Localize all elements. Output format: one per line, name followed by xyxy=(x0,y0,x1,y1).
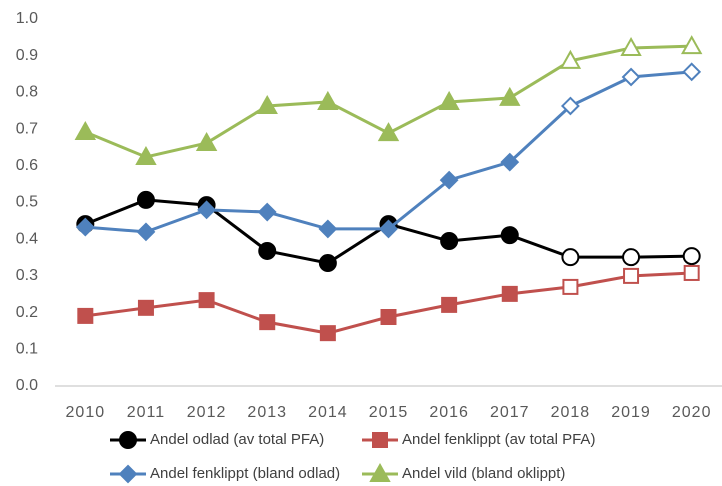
marker xyxy=(440,232,459,251)
y-tick-label: 0.0 xyxy=(16,377,38,394)
x-tick-label: 2014 xyxy=(308,404,348,421)
marker xyxy=(77,307,94,324)
marker xyxy=(74,120,97,141)
marker xyxy=(621,67,641,87)
x-tick-label: 2010 xyxy=(66,404,106,421)
marker xyxy=(135,145,157,165)
marker xyxy=(438,90,460,110)
x-tick-label: 2018 xyxy=(551,404,591,421)
y-tick-label: 0.8 xyxy=(16,84,38,101)
marker xyxy=(559,49,582,69)
marker xyxy=(258,241,277,260)
marker xyxy=(441,296,458,313)
marker xyxy=(682,62,702,82)
marker xyxy=(561,248,580,267)
x-tick-label: 2019 xyxy=(611,404,651,421)
x-tick-label: 2013 xyxy=(247,404,287,421)
marker xyxy=(137,299,154,316)
x-tick-label: 2016 xyxy=(429,404,469,421)
marker xyxy=(620,36,642,56)
y-tick-label: 0.7 xyxy=(16,120,38,137)
legend-label: Andel odlad (av total PFA) xyxy=(150,431,324,448)
y-tick-label: 0.9 xyxy=(16,47,38,64)
x-tick-label: 2012 xyxy=(187,404,227,421)
y-tick-label: 0.3 xyxy=(16,267,38,284)
legend-label: Andel fenklippt (av total PFA) xyxy=(402,431,595,448)
marker xyxy=(499,86,521,106)
x-tick-label: 2017 xyxy=(490,404,530,421)
y-tick-label: 0.6 xyxy=(16,157,38,174)
legend-marker xyxy=(119,431,137,449)
marker xyxy=(317,90,339,110)
marker xyxy=(683,264,700,281)
marker xyxy=(256,94,278,114)
marker xyxy=(198,292,215,309)
legend-marker xyxy=(372,432,388,448)
marker xyxy=(500,226,519,245)
marker xyxy=(380,309,397,326)
y-tick-label: 0.5 xyxy=(16,194,38,211)
x-tick-label: 2011 xyxy=(127,404,165,421)
marker xyxy=(195,132,218,152)
marker xyxy=(319,325,336,342)
marker xyxy=(682,247,701,266)
legend-marker xyxy=(369,462,391,482)
marker xyxy=(623,267,640,284)
x-tick-label: 2015 xyxy=(369,404,409,421)
marker xyxy=(439,170,459,190)
series-line xyxy=(85,70,692,234)
marker xyxy=(560,96,580,116)
marker xyxy=(318,219,338,239)
marker xyxy=(75,217,95,237)
y-tick-label: 0.4 xyxy=(16,230,38,247)
marker xyxy=(377,122,400,142)
y-tick-label: 1.0 xyxy=(16,10,38,27)
legend-marker xyxy=(118,464,138,484)
marker xyxy=(259,314,276,331)
marker xyxy=(379,219,398,239)
marker xyxy=(501,285,518,302)
marker xyxy=(136,222,156,242)
legend-label: Andel vild (bland oklippt) xyxy=(402,465,565,482)
y-tick-label: 0.2 xyxy=(16,304,38,321)
legend-label: Andel fenklippt (bland odlad) xyxy=(150,465,340,482)
x-tick-label: 2020 xyxy=(672,404,712,421)
y-tick-label: 0.1 xyxy=(16,341,38,358)
marker xyxy=(622,248,641,267)
marker xyxy=(562,278,579,295)
marker xyxy=(197,200,217,220)
marker xyxy=(500,152,520,172)
marker xyxy=(257,202,277,222)
marker xyxy=(318,254,337,273)
marker xyxy=(136,190,155,209)
marker xyxy=(680,35,703,55)
